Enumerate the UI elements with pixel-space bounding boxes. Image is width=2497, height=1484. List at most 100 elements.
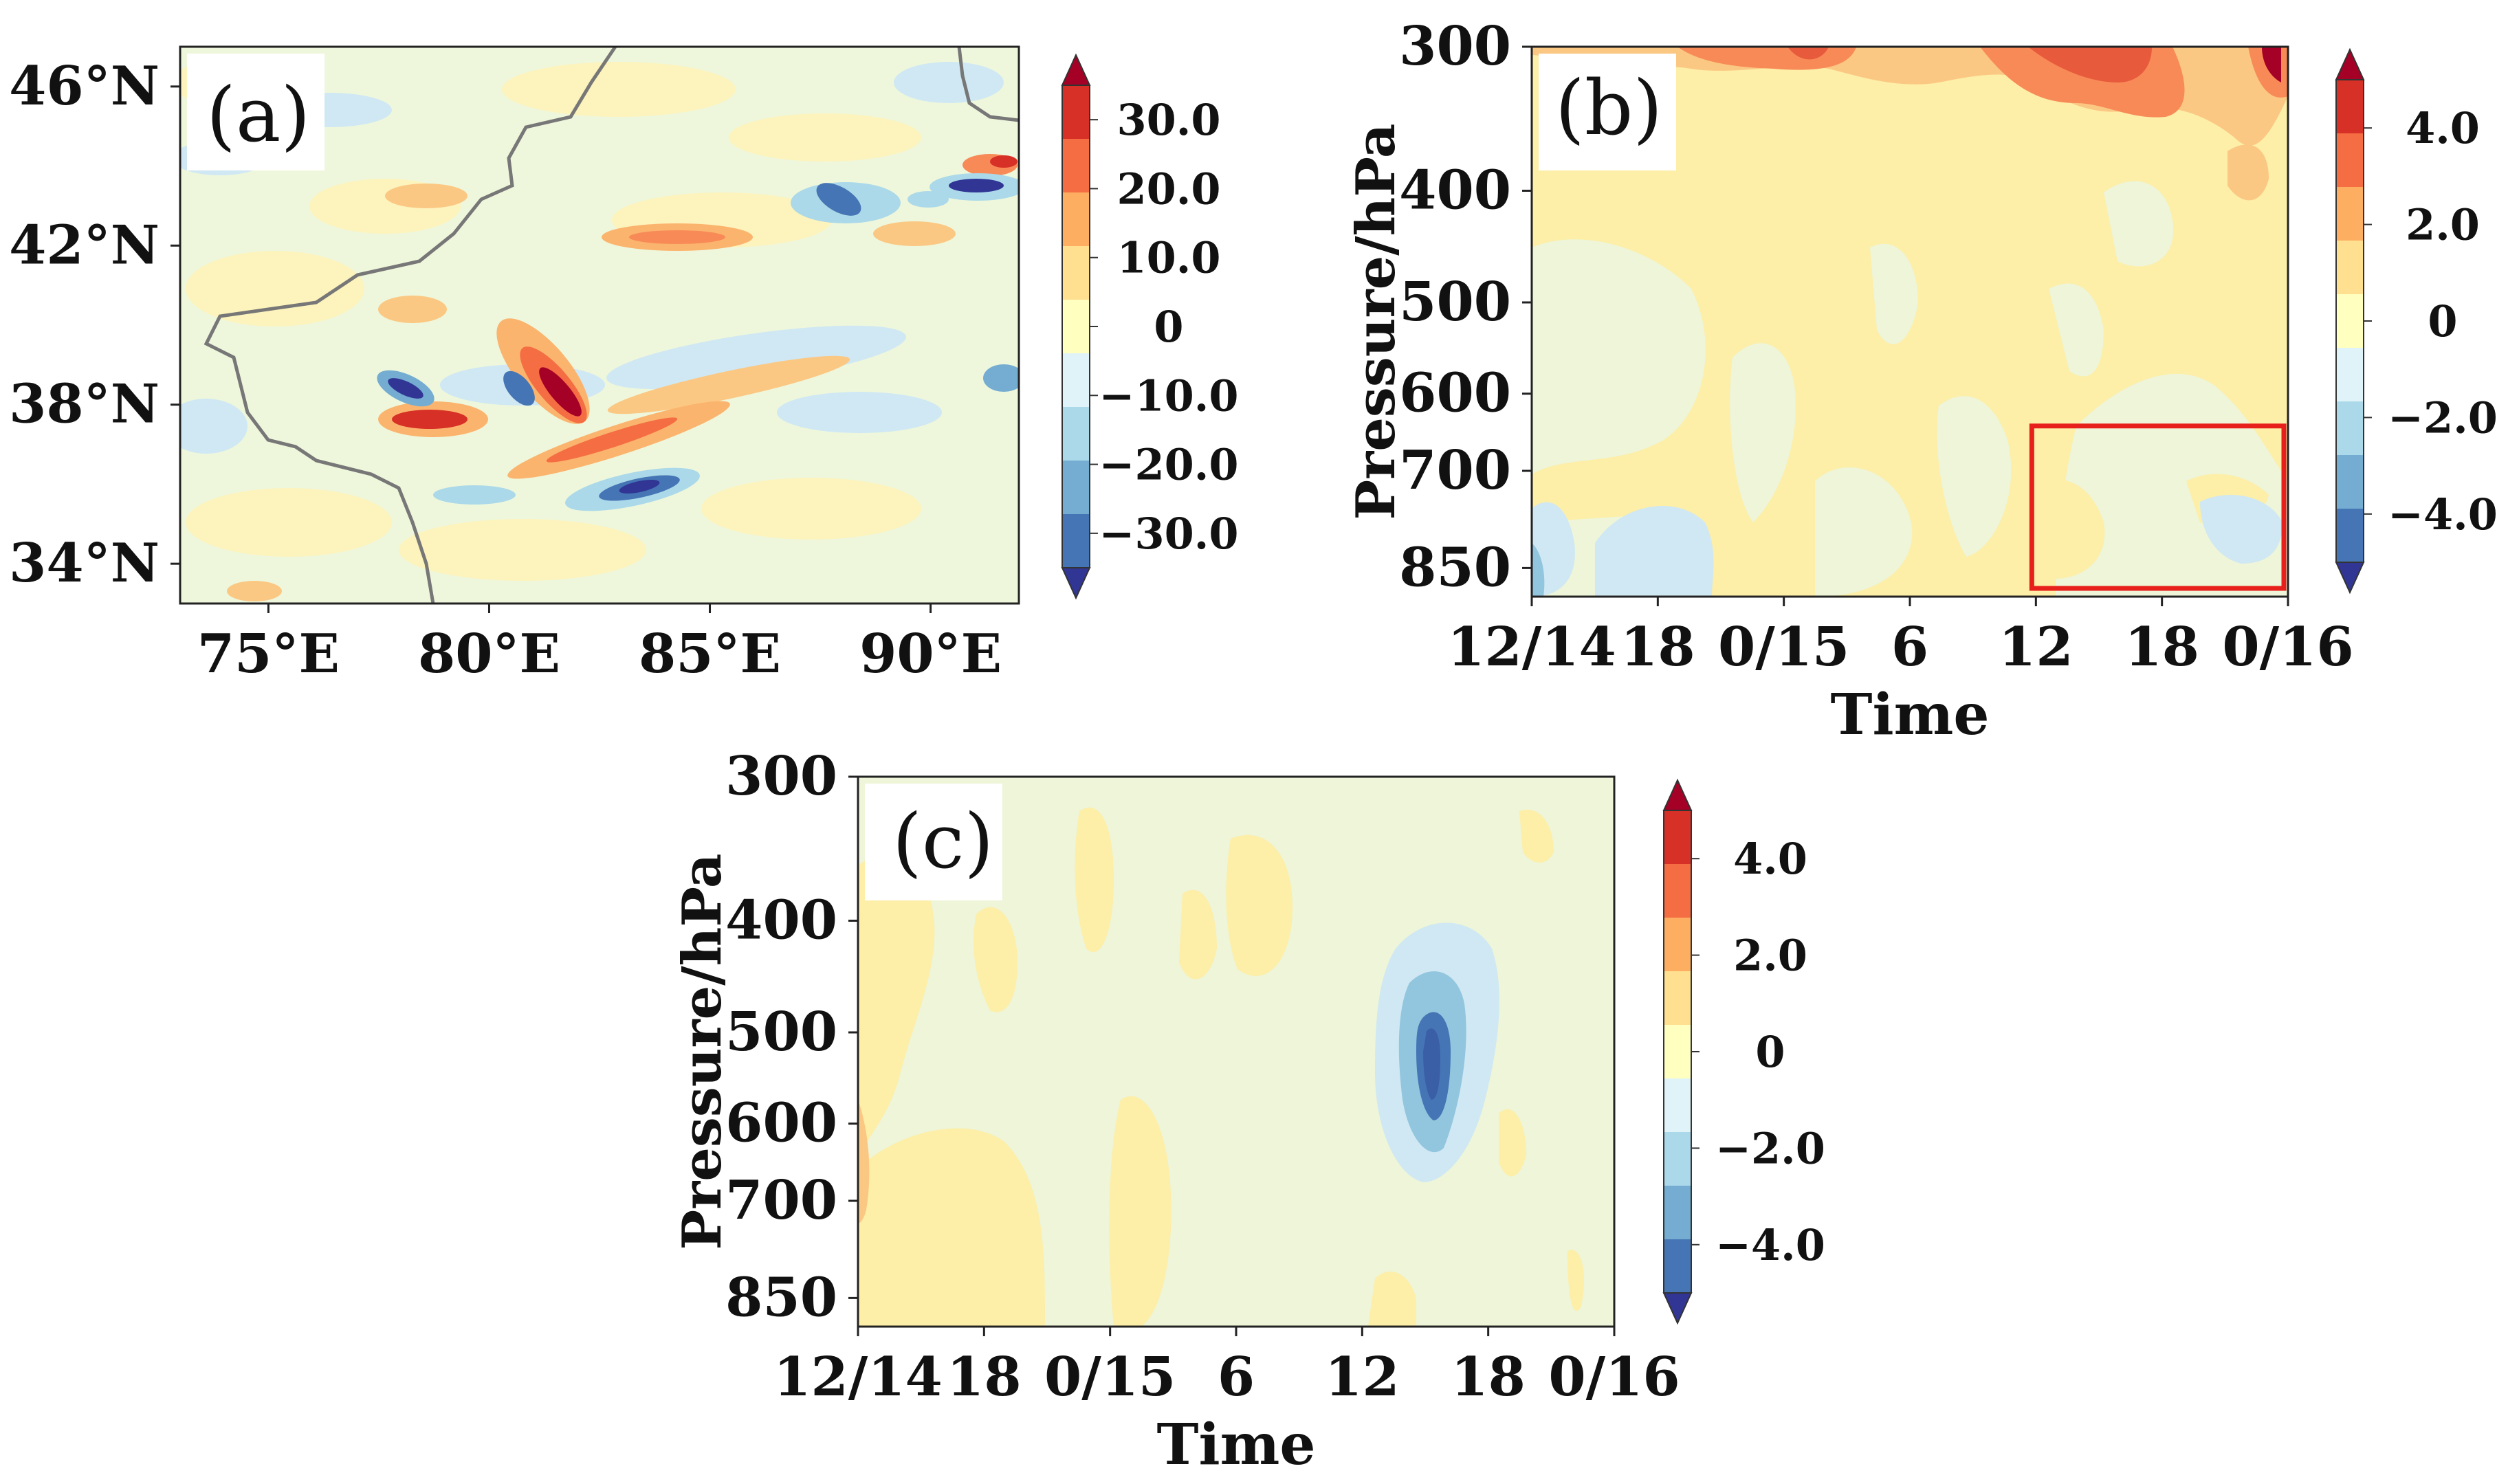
colorbar-segment [1062, 461, 1090, 515]
colorbar-segment [1664, 918, 1691, 972]
y-tick-label: 500 [1399, 271, 1511, 333]
colorbar-segment [1664, 810, 1691, 865]
colorbar-segment [1664, 1078, 1691, 1133]
panel-b: (b) 12/14 18 0/15 6 12 18 0/163004005006007008… [1345, 15, 2354, 748]
y-axis-label: Pressure/hPa [671, 854, 734, 1250]
border-west [204, 47, 617, 603]
x-tick-label: 18 [1451, 1346, 1526, 1408]
x-tick-label: 18 [947, 1346, 1022, 1408]
colorbar-extend-min [1662, 1292, 1693, 1325]
colorbar-tick-label: −4.0 [1715, 1220, 1825, 1270]
colorbar-segment [2336, 509, 2364, 563]
colorbar-extend-min [2335, 562, 2365, 595]
x-tick-label: 0/15 [1044, 1346, 1176, 1408]
colorbar-segment [1664, 1239, 1691, 1294]
panel-a-axes: 75°E 80°E 85°E 90°E 46°N 42°N 38°N 34°N [9, 55, 1002, 685]
colorbar-tick-label: 0 [1154, 302, 1183, 352]
y-tick-label: 38°N [9, 373, 160, 436]
colorbar-segment [2336, 133, 2364, 188]
panel-b-contours [1532, 47, 2288, 597]
panel-b-label: (b) [1555, 64, 1662, 152]
x-tick-label: 0/15 [1718, 616, 1849, 678]
panel-a-label-box [187, 54, 324, 170]
x-tick-label: 12/14 [1447, 616, 1616, 678]
colorbar-tick-label: 0 [2428, 296, 2457, 346]
y-tick-label: 600 [1399, 362, 1511, 425]
border-northeast [957, 47, 1019, 122]
colorbar-segment [1062, 353, 1090, 408]
colorbar-tick-label: 4.0 [2406, 103, 2480, 153]
colorbar-segment [1062, 85, 1090, 140]
x-tick-label: 6 [1891, 616, 1928, 678]
panel-c-label: (c) [892, 797, 993, 885]
colorbar-segment [2336, 455, 2364, 509]
x-tick-label: 0/16 [2222, 616, 2353, 678]
y-tick-label: 700 [1399, 439, 1511, 502]
y-tick-label: 300 [725, 745, 837, 808]
y-tick-label: 300 [1399, 15, 1511, 78]
colorbar-extend-max [2335, 47, 2365, 80]
y-tick-label: 400 [1399, 159, 1511, 221]
x-axis-label: Time [1156, 1412, 1315, 1478]
y-tick-label: 34°N [9, 532, 160, 595]
panel-a: (a) 75°E 80°E 85°E 90°E 46°N 42°N 38°N 34°N [9, 45, 1020, 685]
y-tick-label: 850 [1399, 536, 1511, 599]
colorbar-segment [1664, 1186, 1691, 1240]
colorbar-tick-label: 10.0 [1116, 233, 1220, 283]
colorbar-segment [2336, 401, 2364, 456]
x-tick-label: 80°E [418, 623, 560, 685]
y-tick-label: 46°N [9, 55, 160, 118]
colorbar-tick-label: −2.0 [1715, 1123, 1825, 1173]
x-tick-label: 0/16 [1548, 1346, 1680, 1408]
colorbar-tick-label: 30.0 [1116, 95, 1220, 145]
colorbar-segment [1062, 139, 1090, 193]
x-tick-label: 12 [1999, 616, 2074, 678]
colorbar-segment [1664, 864, 1691, 918]
x-tick-label: 90°E [859, 623, 1002, 685]
y-tick-label: 700 [725, 1169, 837, 1232]
panel-a-label: (a) [206, 71, 310, 159]
colorbar-segment [1062, 514, 1090, 568]
y-tick-label: 400 [725, 889, 837, 951]
panel-b-axes: 12/14 18 0/15 6 12 18 0/16300400500600700850Ti… [1345, 15, 2354, 748]
panel-a-frame [179, 45, 1020, 605]
panel-b-highlight-box [2029, 423, 2287, 591]
panel-c-label-box [865, 784, 1002, 900]
colorbar-segment [1062, 407, 1090, 461]
x-tick-label: 6 [1218, 1346, 1255, 1408]
panel-c-axes: 12/14 18 0/15 6 12 18 0/16300400500600700850Ti… [671, 745, 1680, 1478]
x-tick-label: 75°E [197, 623, 340, 685]
x-axis-label: Time [1830, 682, 1989, 748]
colorbar-segment [1062, 300, 1090, 354]
colorbar-tick-label: −2.0 [2388, 392, 2497, 443]
x-tick-label: 85°E [639, 623, 781, 685]
x-tick-label: 12/14 [773, 1346, 943, 1408]
colorbar-c: 4.0 2.0 0 −2.0 −4.0 [1662, 778, 1825, 1325]
x-tick-label: 12 [1325, 1346, 1400, 1408]
panel-c-contours [858, 807, 1584, 1327]
panel-a-contours [180, 47, 1019, 603]
colorbar-tick-label: 0 [1755, 1027, 1785, 1077]
colorbar-extend-max [1061, 53, 1091, 86]
colorbar-tick-label: −30.0 [1099, 509, 1239, 559]
panel-b-label-box [1539, 54, 1676, 170]
colorbar-segment [2336, 187, 2364, 241]
y-tick-label: 850 [725, 1266, 837, 1329]
colorbar-tick-label: 4.0 [1733, 834, 1807, 884]
colorbar-extend-max [1662, 778, 1693, 811]
y-axis-label: Pressure/hPa [1345, 124, 1407, 520]
colorbar-segment [1062, 192, 1090, 247]
colorbar-tick-label: 20.0 [1116, 164, 1220, 214]
colorbar-segment [2336, 294, 2364, 348]
colorbar-segment [1664, 1132, 1691, 1186]
colorbar-b: 4.0 2.0 0 −2.0 −4.0 [2335, 47, 2497, 595]
colorbar-tick-label: −20.0 [1099, 440, 1239, 490]
x-tick-label: 18 [2124, 616, 2199, 678]
panel-c: (c) 12/14 18 0/15 6 12 18 0/163004005006007008… [671, 745, 1680, 1478]
y-tick-label: 500 [725, 1001, 837, 1063]
colorbar-segment [1664, 1025, 1691, 1079]
colorbar-segment [2336, 241, 2364, 295]
colorbar-segment [2336, 348, 2364, 402]
colorbar-segment [1664, 971, 1691, 1026]
